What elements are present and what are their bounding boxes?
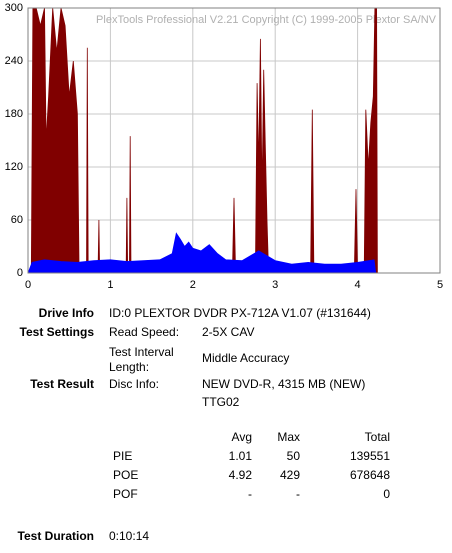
x-tick-label: 3	[272, 279, 278, 291]
label: Test Result	[30, 377, 94, 391]
value: 0:10:14	[109, 529, 150, 543]
plot-border	[27, 7, 441, 274]
table-cell: 50	[286, 449, 300, 463]
label: Test Duration	[17, 529, 94, 543]
chart: 0 60 120 180 240 300 0 1 2 3 4 5 PlexTools Professio…	[5, 2, 443, 291]
table-cell: 1.01	[228, 449, 252, 463]
x-tick-label: 5	[437, 279, 443, 291]
label: Test Interval Length:	[109, 345, 174, 374]
value: NEW DVD-R, 4315 MB (NEW)	[202, 377, 366, 391]
table-cell: 0	[383, 487, 390, 501]
label: Drive Info	[38, 306, 94, 320]
table-cell: 429	[279, 468, 300, 482]
y-tick-label: 0	[17, 267, 23, 279]
table-cell: POF	[113, 487, 138, 501]
y-tick-label: 60	[11, 214, 23, 226]
table-cell: POE	[113, 468, 139, 482]
y-tick-label: 120	[5, 161, 23, 173]
value: TTG02	[202, 395, 240, 409]
value: 2-5X CAV	[202, 325, 255, 339]
table-cell: 139551	[349, 449, 390, 463]
table-cell: Max	[277, 430, 300, 444]
table-cell: -	[248, 487, 252, 501]
table-cell: Total	[364, 430, 390, 444]
y-tick-label: 300	[5, 2, 23, 14]
y-tick-label: 240	[5, 55, 23, 67]
x-tick-label: 0	[25, 279, 31, 291]
table-cell: PIE	[113, 449, 133, 463]
table-cell: 678648	[349, 468, 390, 482]
table-cell: 4.92	[228, 468, 252, 482]
table-cell: -	[296, 487, 300, 501]
label: Disc Info:	[109, 377, 160, 391]
label: Read Speed:	[109, 325, 180, 339]
area	[27, 232, 377, 274]
x-tick-label: 1	[107, 279, 113, 291]
table-cell: Avg	[231, 430, 252, 444]
chart-title: PlexTools Professional V2.21 Copyright (…	[96, 14, 437, 26]
x-tick-label: 4	[355, 279, 361, 291]
value: Middle Accuracy	[202, 351, 290, 365]
value: ID:0 PLEXTOR DVDR PX-712A V1.07 (#131644…	[109, 306, 371, 320]
y-tick-label: 180	[5, 108, 23, 120]
label: Test Settings	[19, 325, 94, 339]
x-tick-label: 2	[190, 279, 196, 291]
